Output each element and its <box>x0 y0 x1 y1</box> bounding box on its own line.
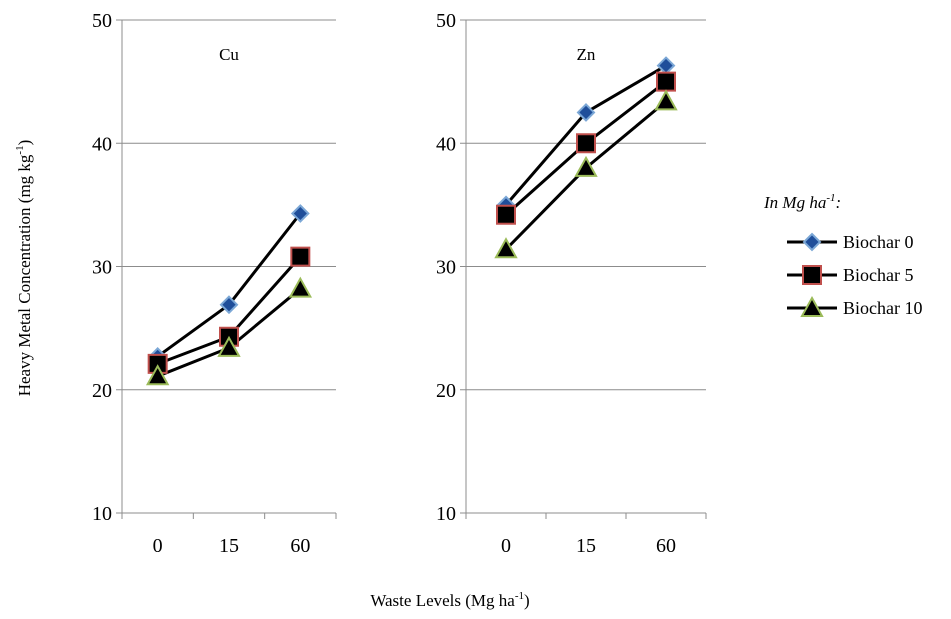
legend-biochar-5-label: Biochar 5 <box>843 265 913 285</box>
cu-biochar-10-point <box>288 276 313 298</box>
zn-biochar-5-point <box>576 133 596 154</box>
zn-biochar-5-point <box>496 204 516 225</box>
cu-y-tick-label: 20 <box>92 380 112 402</box>
legend-entry-biochar-5: Biochar 5 <box>787 265 913 285</box>
panel-cu: 10 20 30 40 50 0 15 60 Cu <box>92 10 337 557</box>
legend-title-sup: -1 <box>826 192 835 204</box>
x-axis-label: Waste Levels (Mg ha-1) <box>370 590 529 610</box>
legend-biochar-10-marker <box>800 295 824 317</box>
zn-y-tick-label: 20 <box>436 380 456 402</box>
zn-y-tick-label: 50 <box>436 10 456 32</box>
zn-panel-title: Zn <box>577 45 596 64</box>
zn-biochar-10-point <box>494 237 518 259</box>
zn-y-tick-label: 30 <box>436 257 456 279</box>
zn-biochar-0-point <box>656 56 676 76</box>
cu-x-tick-label: 0 <box>153 535 163 557</box>
cu-x-tick-label: 60 <box>290 535 310 557</box>
legend-biochar-10-label: Biochar 10 <box>843 298 922 318</box>
legend: In Mg ha-1: Biochar 0 Biochar 5 Biochar 10 <box>763 192 922 318</box>
cu-biochar-10-point <box>145 364 170 386</box>
cu-y-tick-label: 10 <box>92 503 112 525</box>
cu-y-tick-label: 40 <box>92 133 112 155</box>
cu-panel-title: Cu <box>219 45 239 64</box>
y-axis-label-sup: -1 <box>14 145 26 154</box>
x-axis-label-tail: ) <box>524 591 530 610</box>
panels-layer: 10 20 30 40 50 0 15 60 Cu 10 20 30 40 50 0 15 60 Zn <box>92 10 707 557</box>
legend-biochar-0-label: Biochar 0 <box>843 232 913 252</box>
cu-y-tick-label: 50 <box>92 10 112 32</box>
legend-entries: Biochar 0 Biochar 5 Biochar 10 <box>787 232 922 318</box>
zn-x-tick-label: 0 <box>501 535 511 557</box>
cu-y-tick-label: 30 <box>92 257 112 279</box>
legend-title-tail: : <box>836 193 842 212</box>
legend-biochar-0-marker <box>802 232 822 252</box>
zn-biochar-5-point <box>656 71 676 92</box>
zn-biochar-10-point <box>654 89 678 111</box>
legend-entry-biochar-0: Biochar 0 <box>787 232 913 252</box>
zn-y-tick-label: 10 <box>436 503 456 525</box>
y-axis-label: Heavy Metal Concentration (mg kg-1) <box>14 140 34 397</box>
legend-title: In Mg ha-1: <box>763 192 841 212</box>
cu-biochar-0-point <box>290 204 310 223</box>
cu-biochar-5-point <box>290 246 311 267</box>
y-axis-label-tail: ) <box>15 140 34 146</box>
zn-biochar-0-point <box>576 103 596 122</box>
legend-biochar-5-marker <box>802 265 822 285</box>
zn-y-tick-label: 40 <box>436 133 456 155</box>
x-axis-label-sup: -1 <box>515 590 524 602</box>
y-axis-label-main: Heavy Metal Concentration (mg kg <box>15 154 34 396</box>
zn-x-tick-label: 60 <box>656 535 676 557</box>
zn-x-tick-label: 15 <box>576 535 596 557</box>
cu-biochar-10-point <box>217 335 241 357</box>
zn-biochar-10-point <box>574 155 598 177</box>
x-axis-label-main: Waste Levels (Mg ha <box>370 591 515 610</box>
legend-title-main: In Mg ha <box>763 193 826 212</box>
cu-biochar-0-point <box>219 295 239 315</box>
cu-x-tick-label: 15 <box>219 535 239 557</box>
legend-entry-biochar-10: Biochar 10 <box>787 295 922 318</box>
panel-zn: 10 20 30 40 50 0 15 60 Zn <box>436 10 707 557</box>
